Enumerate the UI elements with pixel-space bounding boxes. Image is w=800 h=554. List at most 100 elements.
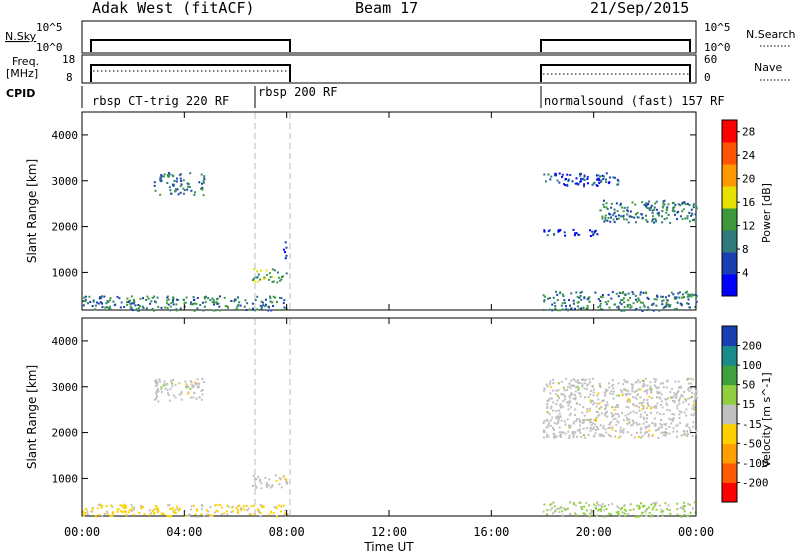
echo-cell (542, 294, 545, 297)
echo-cell (555, 290, 557, 293)
echo-cell (687, 293, 690, 296)
echo-cell (653, 221, 656, 224)
echo-cell (576, 381, 579, 384)
echo-cell (264, 476, 267, 479)
echo-cell (629, 508, 632, 511)
echo-cell (554, 172, 557, 175)
echo-cell (578, 382, 581, 384)
echo-cell (611, 428, 614, 431)
echo-cell (646, 220, 649, 223)
echo-cell (604, 214, 607, 217)
echo-cell (558, 507, 561, 510)
echo-cell (592, 422, 595, 425)
echo-cell (657, 214, 660, 217)
echo-cell (577, 301, 580, 304)
echo-cell (148, 513, 151, 516)
echo-cell (673, 413, 676, 416)
echo-cell (691, 391, 694, 394)
echo-cell (681, 296, 684, 299)
echo-cell (631, 423, 634, 426)
echo-cell (662, 299, 665, 302)
y-tick-label: 1000 (52, 472, 79, 485)
echo-cell (673, 401, 676, 404)
echo-cell (137, 307, 140, 310)
echo-cell (614, 430, 617, 432)
echo-cell (201, 378, 204, 381)
echo-cell (607, 504, 610, 506)
echo-cell (173, 179, 176, 182)
echo-cell (586, 178, 589, 180)
echo-cell (549, 380, 552, 383)
echo-cell (546, 513, 549, 516)
echo-cell (629, 393, 632, 396)
echo-cell (620, 508, 622, 511)
echo-cell (564, 395, 567, 398)
echo-cell (568, 382, 571, 385)
echo-cell (168, 173, 171, 176)
colorbar-tick-label: 50 (742, 379, 755, 392)
echo-cell (116, 295, 119, 298)
echo-cell (639, 428, 642, 431)
echo-cell (670, 396, 673, 399)
echo-cell (192, 396, 195, 399)
echo-cell (133, 299, 136, 302)
echo-cell (680, 303, 683, 306)
echo-cell (617, 217, 620, 220)
echo-cell (153, 181, 156, 184)
echo-cell (285, 254, 288, 257)
echo-cell (195, 302, 198, 305)
echo-cell (607, 293, 610, 296)
echo-cell (676, 430, 679, 433)
echo-cell (599, 302, 602, 305)
echo-cell (101, 306, 104, 309)
echo-cell (179, 177, 182, 180)
echo-cell (167, 392, 169, 395)
echo-cell (558, 426, 561, 429)
echo-cell (626, 206, 629, 209)
echo-cell (646, 401, 649, 404)
echo-cell (128, 509, 131, 512)
echo-cell (543, 300, 546, 303)
echo-cell (576, 385, 579, 388)
echo-cell (582, 434, 585, 436)
echo-cell (280, 308, 283, 311)
velocity-frame (81, 317, 697, 517)
echo-cell (560, 419, 563, 422)
echo-cell (555, 410, 558, 412)
echo-cell (617, 510, 620, 513)
echo-cell (589, 393, 592, 396)
echo-cell (687, 302, 690, 305)
echo-cell (132, 508, 135, 511)
echo-cell (623, 504, 626, 506)
echo-cell (182, 298, 185, 301)
echo-cell (579, 291, 582, 294)
echo-cell (559, 404, 561, 407)
echo-cell (272, 512, 275, 514)
echo-cell (155, 397, 157, 400)
echo-cell (235, 506, 238, 509)
echo-cell (690, 295, 693, 298)
echo-cell (601, 505, 603, 508)
echo-cell (557, 382, 560, 385)
echo-cell (596, 394, 599, 397)
echo-cell (574, 398, 577, 401)
echo-cell (631, 291, 634, 294)
echo-cell (566, 173, 569, 176)
x-tick-label: 20:00 (576, 525, 612, 539)
colorbar-segment (722, 482, 737, 503)
echo-cell (684, 398, 687, 401)
echo-cell (692, 203, 695, 206)
echo-cell (601, 308, 604, 311)
echo-cell (693, 402, 696, 405)
echo-cell (631, 390, 634, 393)
echo-cell (646, 431, 648, 433)
echo-cell (652, 302, 655, 305)
echo-cell (691, 219, 694, 222)
echo-cell (679, 506, 682, 509)
echo-cell (590, 427, 593, 430)
echo-cell (692, 404, 695, 407)
echo-cell (597, 410, 600, 413)
echo-cell (613, 221, 616, 224)
echo-cell (149, 302, 152, 305)
echo-cell (546, 433, 549, 436)
